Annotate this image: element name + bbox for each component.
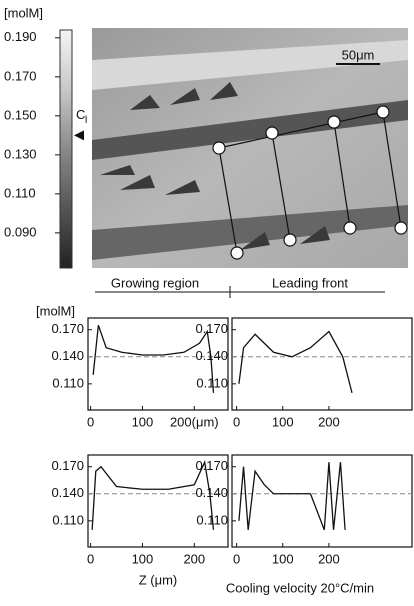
x-tick-label: 100	[132, 414, 154, 429]
x-tick-label: 200	[183, 551, 205, 566]
x-tick-label: 0	[87, 414, 94, 429]
x-tick-label: 0	[233, 551, 240, 566]
caption: Cooling velocity 20°C/min	[226, 580, 374, 595]
y-tick-label: 0.170	[195, 458, 228, 473]
colorbar-tick-label: 0.150	[4, 107, 37, 122]
x-axis-label: Z (μm)	[139, 572, 178, 587]
region-label: Leading front	[272, 275, 348, 290]
colorbar-tick-label: 0.110	[4, 185, 36, 200]
y-tick-label: 0.140	[195, 485, 228, 500]
y-tick-label: 0.140	[51, 348, 84, 363]
profile-line	[238, 330, 353, 394]
plot-frame	[231, 317, 413, 411]
x-tick-label: 200	[318, 414, 340, 429]
x-tick-label: 100	[272, 414, 294, 429]
colorbar-marker-subscript: l	[85, 115, 87, 126]
colorbar-tick-label: 0.170	[4, 68, 37, 83]
x-tick-label: 200	[318, 551, 340, 566]
y-axis-label: [molM]	[36, 303, 75, 318]
y-tick-label: 0.110	[196, 375, 228, 390]
y-tick-label: 0.170	[51, 321, 84, 336]
colorbar-tick-label: 0.190	[4, 29, 37, 44]
y-tick-label: 0.110	[52, 512, 84, 527]
x-tick-label: 0	[233, 414, 240, 429]
y-tick-label: 0.110	[196, 512, 228, 527]
profile-line	[92, 325, 215, 393]
x-tick-label: 100	[132, 551, 154, 566]
x-tick-label: 200(μm)	[170, 414, 219, 429]
colorbar-label: [molM]	[4, 5, 43, 20]
region-label: Growing region	[111, 275, 199, 290]
y-tick-label: 0.170	[195, 321, 228, 336]
plot-frame	[87, 317, 229, 411]
profile-line	[238, 462, 346, 531]
plot-frame	[231, 454, 413, 548]
y-tick-label: 0.140	[51, 485, 84, 500]
plot-frame	[87, 454, 229, 548]
y-tick-label: 0.110	[52, 375, 84, 390]
x-tick-label: 100	[272, 551, 294, 566]
colorbar-tick-label: 0.130	[4, 146, 37, 161]
x-tick-label: 0	[87, 551, 94, 566]
y-tick-label: 0.140	[195, 348, 228, 363]
scale-bar-label: 50μm	[342, 47, 375, 62]
colorbar-marker-label: C	[76, 107, 85, 122]
profile-line	[91, 460, 215, 530]
micrograph	[92, 28, 408, 268]
y-tick-label: 0.170	[51, 458, 84, 473]
colorbar-tick-label: 0.090	[4, 224, 37, 239]
colorbar-marker	[74, 130, 84, 141]
colorbar	[59, 29, 73, 269]
